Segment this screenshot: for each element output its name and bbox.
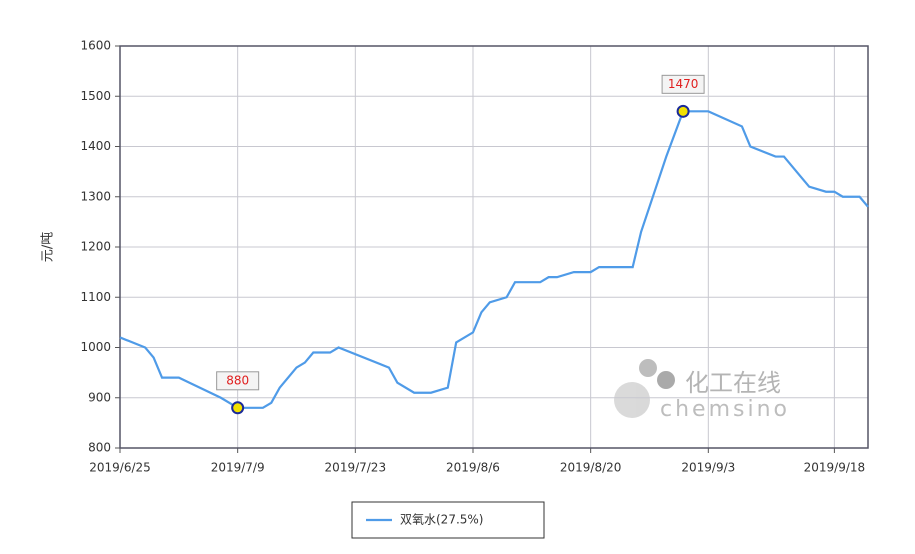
y-tick-label: 800: [88, 441, 111, 455]
x-tick-label: 2019/8/6: [446, 461, 500, 475]
annotation-box: [661, 74, 705, 94]
x-tick-label: 2019/8/20: [560, 461, 622, 475]
plot-frame: [119, 45, 869, 449]
x-tick-label: 2019/9/3: [681, 461, 735, 475]
watermark-logo: [657, 371, 675, 389]
y-tick-label: 1500: [80, 89, 111, 103]
watermark-logo: [639, 359, 657, 377]
y-tick-label: 1300: [80, 189, 111, 203]
watermark-logo: [614, 382, 650, 418]
x-tick-label: 2019/9/18: [804, 461, 866, 475]
y-axis-label: 元/吨: [41, 232, 56, 262]
y-tick-label: 1200: [80, 240, 111, 254]
y-tick-label: 1100: [80, 290, 111, 304]
annotation-label: 880: [226, 373, 249, 387]
watermark: 化工在线 chemsino: [614, 359, 790, 422]
y-tick-label: 900: [88, 390, 111, 404]
y-tick-label: 1000: [80, 340, 111, 354]
annotation-point: [231, 401, 245, 415]
watermark-en: chemsino: [660, 397, 790, 422]
x-tick-label: 2019/7/9: [211, 461, 265, 475]
x-tick-label: 2019/7/23: [325, 461, 387, 475]
data-line: [119, 110, 869, 409]
y-tick-label: 1600: [80, 39, 111, 53]
legend-label: 双氧水(27.5%): [400, 513, 484, 527]
x-tick-label: 2019/6/25: [89, 461, 151, 475]
annotation-box: [216, 371, 260, 391]
y-tick-label: 1400: [80, 139, 111, 153]
watermark-cn: 化工在线: [685, 369, 781, 397]
annotation-point: [676, 104, 690, 118]
annotation-label: 1470: [668, 77, 699, 91]
